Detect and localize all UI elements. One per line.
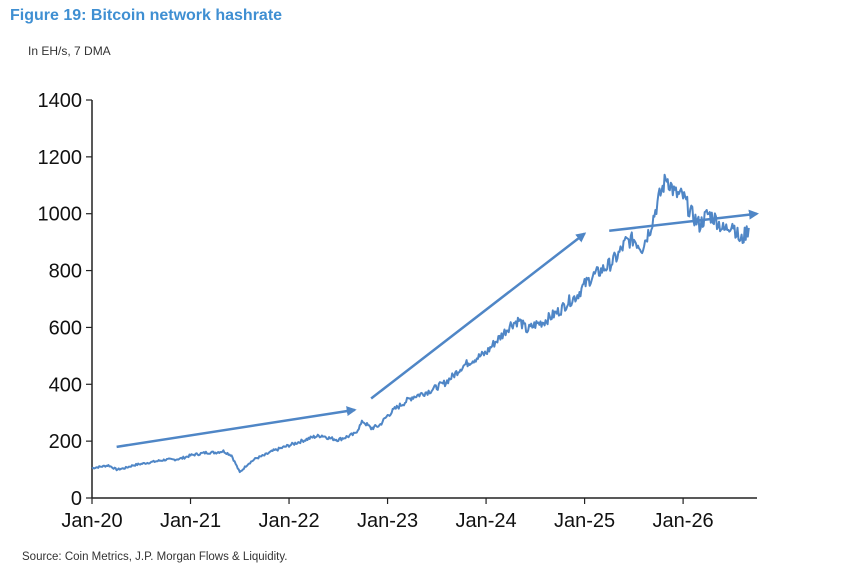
- trend-arrow-3: [609, 209, 759, 233]
- x-tick-label: Jan-20: [61, 510, 122, 532]
- x-tick-label: Jan-23: [357, 510, 418, 532]
- y-tick-label: 0: [71, 488, 82, 510]
- chart-subtitle: In EH/s, 7 DMA: [28, 44, 111, 58]
- annotation-layer: [116, 209, 759, 449]
- x-tick-label: Jan-21: [160, 510, 221, 532]
- x-tick-label: Jan-26: [653, 510, 714, 532]
- chart-ticks: 0 200 400 600 800 1000 1200 1400 Jan-20 Jan-21 Jan…: [38, 90, 714, 532]
- y-tick-label: 1400: [38, 90, 83, 112]
- source-note: Source: Coin Metrics, J.P. Morgan Flows …: [22, 551, 288, 563]
- x-tick-label: Jan-24: [455, 510, 516, 532]
- y-tick-label: 200: [49, 431, 82, 453]
- chart-title: Figure 19: Bitcoin network hashrate: [10, 7, 283, 24]
- x-tick-label: Jan-25: [554, 510, 615, 532]
- y-tick-label: 400: [49, 374, 82, 396]
- chart-axes: [91, 100, 757, 499]
- y-tick-label: 1000: [38, 204, 83, 226]
- trend-arrow-1: [116, 406, 357, 449]
- series-layer: [91, 173, 750, 474]
- trend-arrow-2: [370, 232, 587, 400]
- hashrate-line: [91, 173, 750, 474]
- x-tick-label: Jan-22: [258, 510, 319, 532]
- y-tick-label: 600: [49, 317, 82, 339]
- y-tick-label: 800: [49, 261, 82, 283]
- y-tick-label: 1200: [38, 147, 83, 169]
